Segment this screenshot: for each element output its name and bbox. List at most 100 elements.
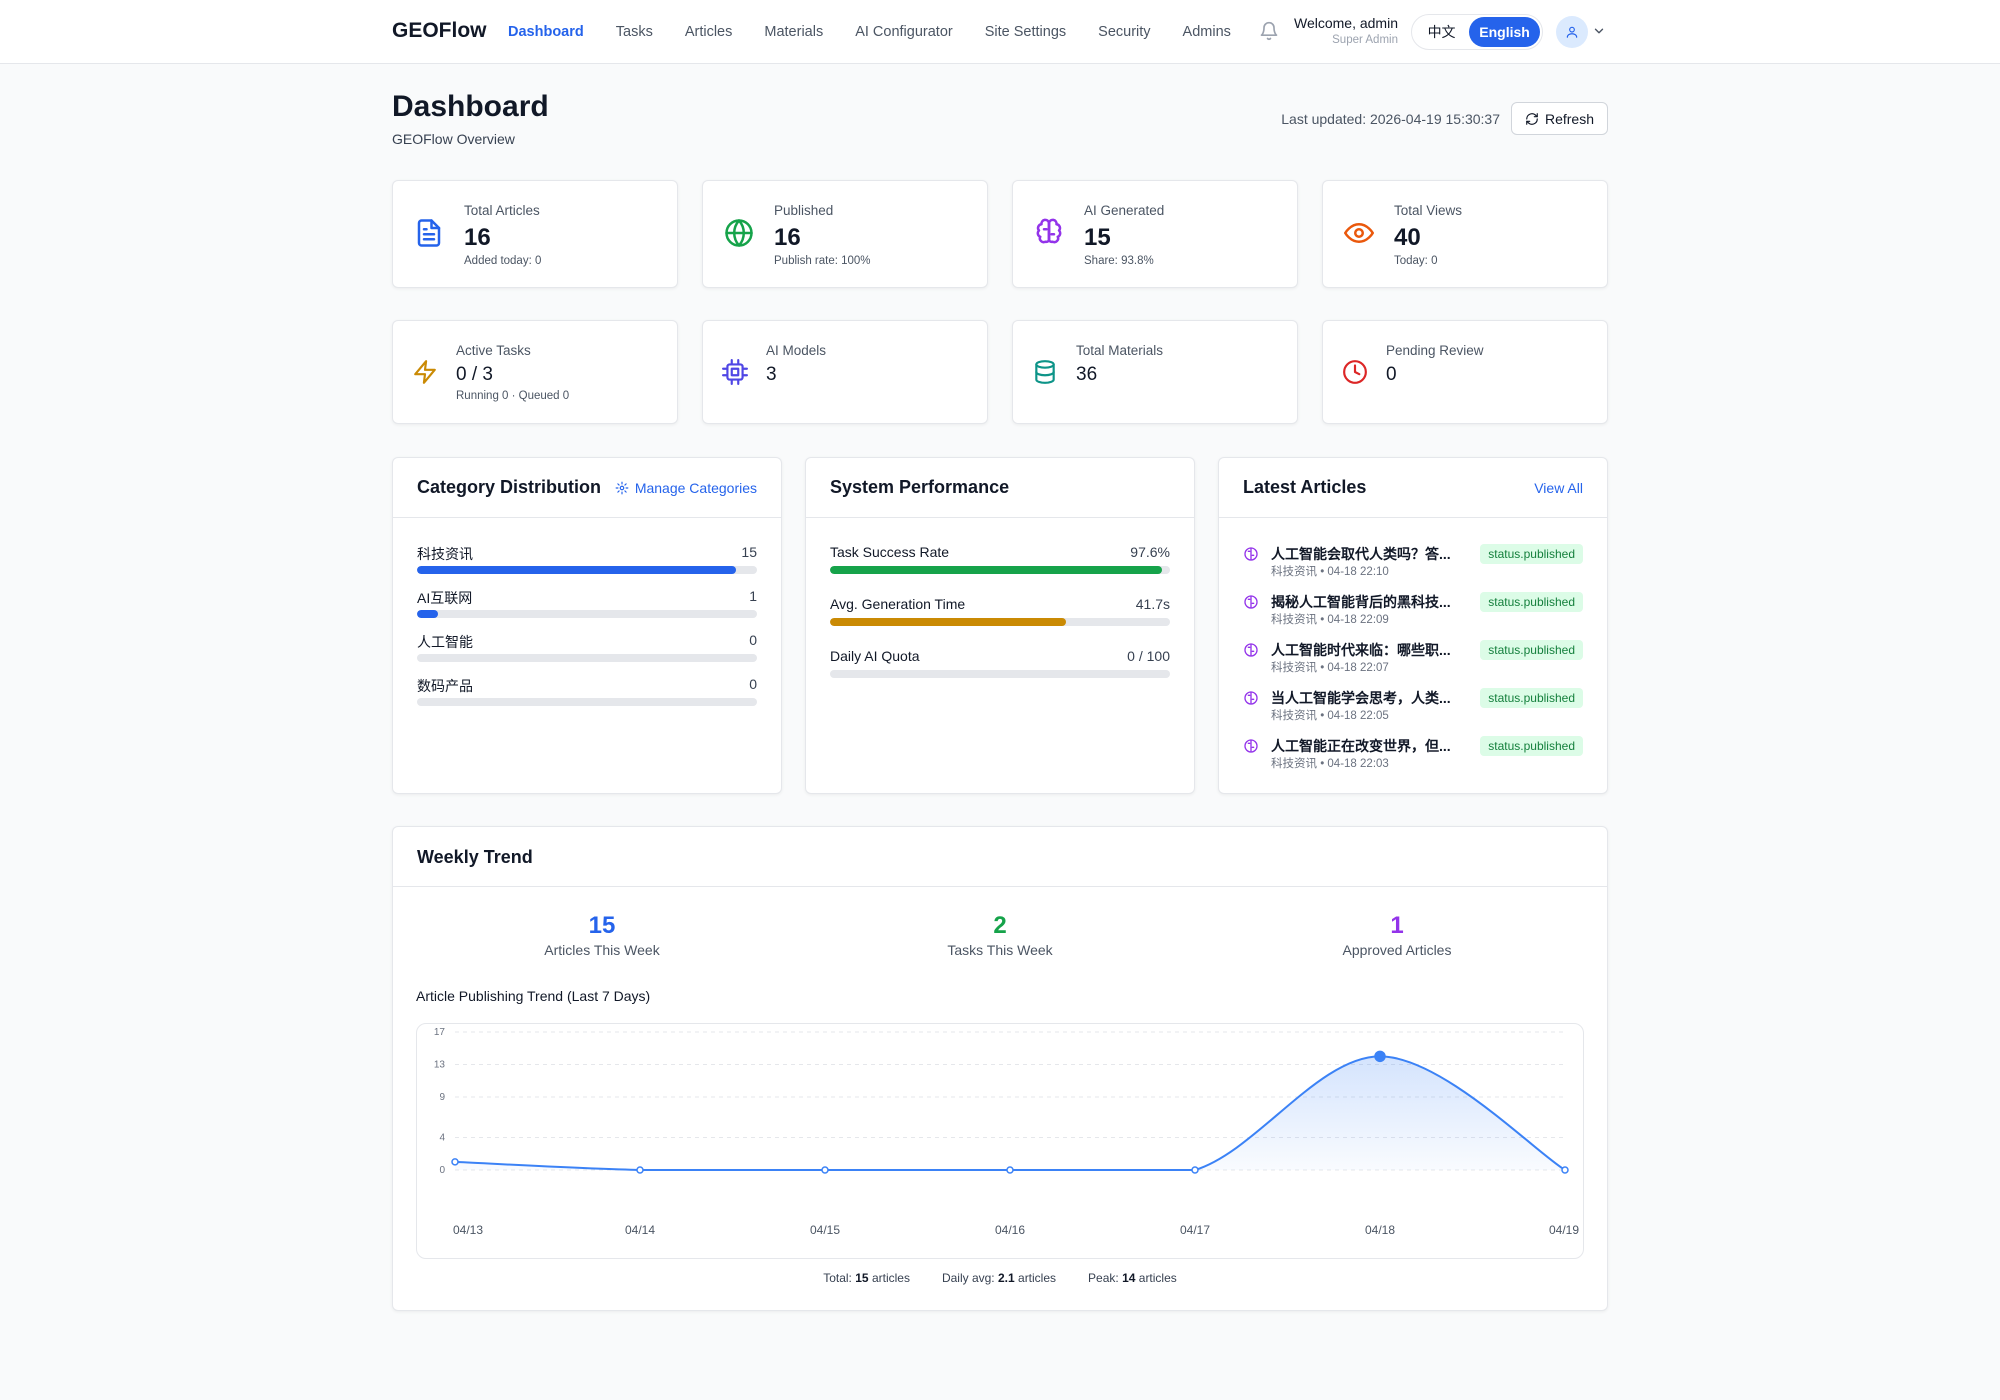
user-icon (1566, 26, 1578, 38)
chart-summary: Total: 15 articles Daily avg: 2.1 articl… (392, 1271, 1608, 1285)
weekly-stat-label: Tasks This Week (947, 942, 1053, 958)
stat-card-ai-models: AI Models 3 (702, 320, 988, 424)
panel-header: Weekly Trend (393, 827, 1607, 887)
weekly-stat-approved: 1 Approved Articles (1247, 912, 1547, 958)
article-meta: 科技资讯 • 04-18 22:05 (1271, 710, 1389, 722)
article-list-item[interactable]: 人工智能正在改变世界，但... 科技资讯 • 04-18 22:03 statu… (1243, 736, 1583, 776)
page-title: Dashboard (392, 90, 549, 123)
document-icon (417, 219, 441, 247)
stat-value: 0 (1386, 364, 1397, 385)
lang-english-button[interactable]: English (1469, 17, 1540, 47)
trend-point (636, 1166, 644, 1174)
article-title[interactable]: 人工智能时代来临：哪些职... (1271, 642, 1451, 658)
stat-value: 36 (1076, 364, 1098, 385)
brain-icon (1244, 643, 1258, 657)
cpu-icon (722, 359, 748, 385)
nav-admins[interactable]: Admins (1182, 24, 1231, 40)
category-row: 人工智能 0 (417, 632, 757, 666)
stat-card-ai-generated: AI Generated 15 Share: 93.8% (1012, 180, 1298, 288)
stat-label: Published (774, 203, 834, 218)
metric-name: Daily AI Quota (830, 648, 920, 664)
nav-ai-configurator[interactable]: AI Configurator (855, 24, 953, 40)
article-title[interactable]: 人工智能会取代人类吗？答... (1271, 546, 1451, 562)
article-title[interactable]: 当人工智能学会思考，人类... (1271, 690, 1451, 706)
article-meta: 科技资讯 • 04-18 22:09 (1271, 614, 1389, 626)
nav-articles[interactable]: Articles (684, 24, 733, 40)
stat-card-published: Published 16 Publish rate: 100% (702, 180, 988, 288)
y-tick-label: 17 (434, 1027, 446, 1038)
nav-site-settings[interactable]: Site Settings (984, 24, 1067, 40)
article-list-item[interactable]: 当人工智能学会思考，人类... 科技资讯 • 04-18 22:05 statu… (1243, 688, 1583, 728)
weekly-stat-value: 1 (1390, 912, 1404, 939)
lang-chinese-button[interactable]: 中文 (1427, 24, 1456, 40)
eye-icon (1344, 223, 1374, 243)
article-title[interactable]: 人工智能正在改变世界，但... (1271, 738, 1451, 754)
category-bar-fill (417, 566, 736, 574)
nav-dashboard[interactable]: Dashboard (508, 24, 584, 40)
weekly-stat-label: Articles This Week (544, 942, 660, 958)
category-distribution-panel: Category Distribution Manage Categories … (392, 457, 782, 794)
status-badge: status.published (1480, 688, 1583, 708)
metric-bar-fill (830, 566, 1162, 574)
brain-icon (1036, 218, 1062, 244)
database-icon (1035, 360, 1055, 384)
nav-materials[interactable]: Materials (764, 24, 824, 40)
view-all-link[interactable]: View All (1534, 480, 1583, 496)
performance-row: Daily AI Quota 0 / 100 (830, 648, 1170, 682)
brand-logo[interactable]: GEOFlow (392, 19, 487, 42)
stat-value: 3 (766, 364, 777, 385)
trend-point (1006, 1166, 1014, 1174)
category-count: 15 (741, 544, 757, 560)
metric-bar-fill (830, 618, 1067, 626)
notification-bell-icon[interactable] (1259, 21, 1279, 41)
metric-value: 97.6% (1130, 544, 1170, 560)
article-list-item[interactable]: 人工智能时代来临：哪些职... 科技资讯 • 04-18 22:07 statu… (1243, 640, 1583, 680)
category-count: 1 (749, 588, 757, 604)
category-name: AI互联网 (417, 590, 473, 606)
panel-title: Weekly Trend (417, 847, 533, 867)
trend-point (821, 1166, 829, 1174)
category-name: 人工智能 (417, 634, 473, 650)
status-badge: status.published (1480, 640, 1583, 660)
x-tick-label: 04/16 (995, 1223, 1025, 1237)
category-bar-track (417, 654, 757, 662)
category-count: 0 (749, 676, 757, 692)
panel-title: System Performance (830, 477, 1010, 497)
language-switcher: 中文 English (1411, 14, 1543, 50)
status-badge: status.published (1480, 544, 1583, 564)
trend-point (1374, 1050, 1386, 1063)
article-list-item[interactable]: 人工智能会取代人类吗？答... 科技资讯 • 04-18 22:10 statu… (1243, 544, 1583, 584)
manage-categories-link[interactable]: Manage Categories (615, 480, 757, 496)
welcome-text: Welcome, admin (1293, 15, 1398, 31)
brain-icon (1244, 739, 1258, 753)
top-navbar: GEOFlow Dashboard Tasks Articles Materia… (0, 0, 2000, 64)
refresh-label: Refresh (1544, 110, 1595, 127)
nav-tasks[interactable]: Tasks (615, 24, 653, 40)
panel-header: Category Distribution Manage Categories (393, 458, 781, 518)
refresh-button[interactable]: Refresh (1511, 102, 1608, 135)
x-tick-label: 04/17 (1180, 1223, 1210, 1237)
stat-label: Active Tasks (456, 343, 531, 358)
article-title[interactable]: 揭秘人工智能背后的黑科技... (1271, 594, 1451, 610)
status-badge: status.published (1480, 592, 1583, 612)
weekly-stat-label: Approved Articles (1342, 942, 1452, 958)
avatar[interactable] (1556, 16, 1588, 48)
stat-card-pending-review: Pending Review 0 (1322, 320, 1608, 424)
stat-value: 15 (1084, 224, 1111, 251)
metric-value: 41.7s (1135, 596, 1170, 612)
brain-icon (1244, 691, 1258, 705)
article-list-item[interactable]: 揭秘人工智能背后的黑科技... 科技资讯 • 04-18 22:09 statu… (1243, 592, 1583, 632)
clock-icon (1343, 360, 1367, 384)
category-row: 科技资讯 15 (417, 544, 757, 578)
trend-point (1191, 1166, 1199, 1174)
article-meta: 科技资讯 • 04-18 22:10 (1271, 566, 1389, 578)
status-badge: status.published (1480, 736, 1583, 756)
nav-security[interactable]: Security (1098, 24, 1151, 40)
stat-label: Total Articles (464, 203, 540, 218)
category-name: 数码产品 (417, 678, 473, 694)
chevron-down-icon[interactable] (1592, 24, 1606, 38)
weekly-stat-value: 15 (588, 912, 616, 939)
gear-icon (615, 481, 629, 495)
y-tick-label: 13 (434, 1059, 446, 1070)
panel-header: System Performance (806, 458, 1194, 518)
